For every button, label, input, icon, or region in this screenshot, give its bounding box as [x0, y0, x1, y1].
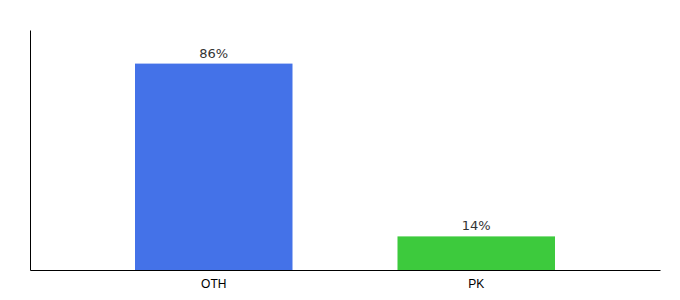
- y-axis-line: [30, 31, 31, 271]
- plot: 86% 14% OTH PK: [31, 31, 661, 291]
- x-tick-label: OTH: [201, 277, 226, 291]
- x-axis-line: [31, 270, 661, 271]
- x-tick: PK: [468, 277, 484, 291]
- data-labels: 86% 14%: [199, 46, 490, 234]
- x-axis: OTH PK: [31, 271, 661, 291]
- chart: 86% 14% OTH PK: [0, 0, 680, 300]
- x-tick-label: PK: [468, 277, 484, 291]
- data-label: 14%: [462, 218, 491, 233]
- x-tick: OTH: [201, 277, 226, 291]
- data-label: 86%: [199, 46, 228, 61]
- bars: [135, 64, 555, 270]
- bar: [398, 236, 556, 270]
- bar: [135, 64, 293, 270]
- y-axis: [30, 31, 31, 271]
